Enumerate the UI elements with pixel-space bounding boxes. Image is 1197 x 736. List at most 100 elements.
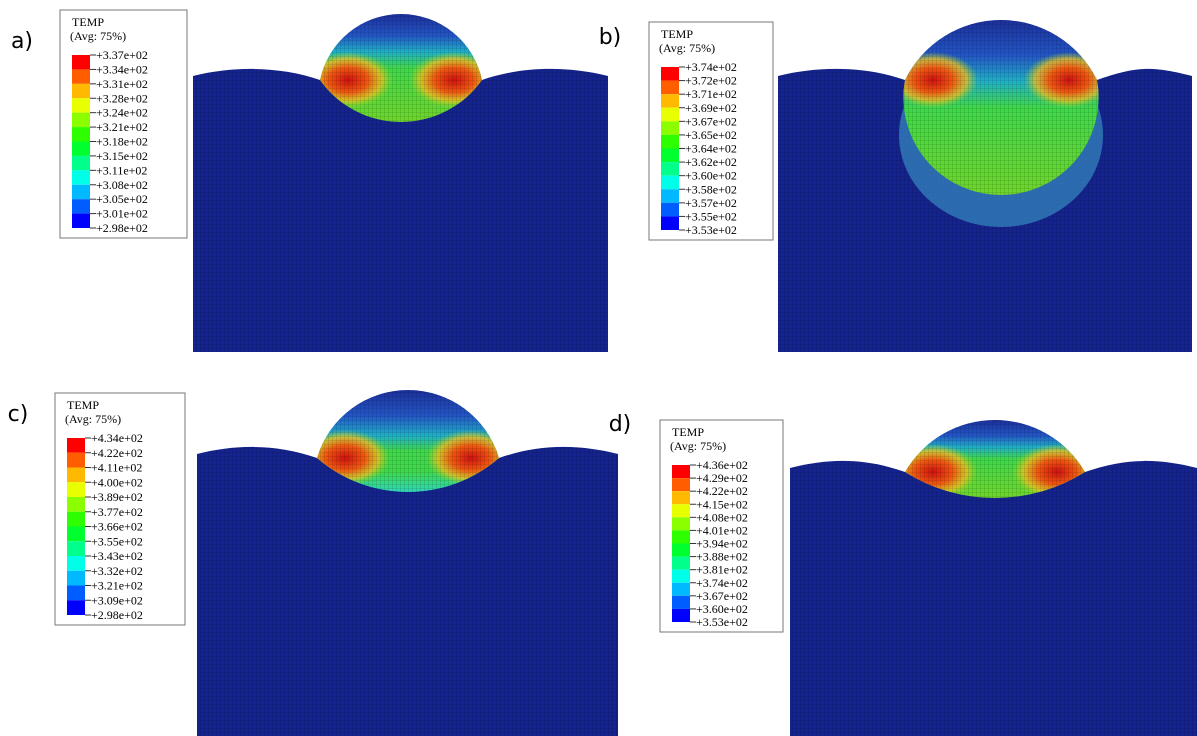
legend-value: +3.77e+02 xyxy=(91,505,143,519)
legend-swatch xyxy=(672,608,690,622)
legend-swatch xyxy=(672,465,690,479)
legend-value: +3.55e+02 xyxy=(91,534,143,548)
legend-value: +3.89e+02 xyxy=(91,490,143,504)
legend-swatch xyxy=(672,517,690,531)
legend-swatch xyxy=(67,526,85,542)
legend-value: +3.74e+02 xyxy=(685,60,737,74)
legend-subtitle: (Avg: 75%) xyxy=(670,439,726,453)
legend-swatch xyxy=(67,570,85,586)
legend-swatch xyxy=(672,478,690,492)
legend-value: +4.34e+02 xyxy=(91,431,143,445)
legend-value: +4.15e+02 xyxy=(696,497,748,511)
legend-swatch xyxy=(67,556,85,571)
legend-value: +2.98e+02 xyxy=(96,221,148,235)
legend-subtitle: (Avg: 75%) xyxy=(70,29,126,43)
legend-value: +2.98e+02 xyxy=(91,608,143,622)
legend-swatch xyxy=(67,452,85,468)
legend-swatch xyxy=(72,155,90,171)
legend-value: +4.29e+02 xyxy=(696,471,748,485)
legend-value: +4.11e+02 xyxy=(91,461,142,475)
legend-swatch xyxy=(67,438,85,453)
legend-value: +3.72e+02 xyxy=(685,74,737,88)
legend-swatch xyxy=(72,83,90,99)
legend-swatch xyxy=(661,189,679,203)
bead-mesh xyxy=(320,14,482,122)
legend-swatch xyxy=(661,121,679,135)
legend-value: +3.21e+02 xyxy=(96,120,148,134)
legend-swatch xyxy=(67,467,85,483)
legend-value: +3.24e+02 xyxy=(96,106,148,120)
legend-value: +3.62e+02 xyxy=(685,155,737,169)
panel: d) TEMP(Avg: 75%) +4.36e+02+4.29e+02+4.22e… xyxy=(609,412,1197,736)
legend-value: +4.00e+02 xyxy=(91,475,143,489)
legend-value: +4.36e+02 xyxy=(696,458,748,472)
legend-swatch xyxy=(672,504,690,518)
legend-swatch xyxy=(661,107,679,122)
legend-swatch xyxy=(67,585,85,601)
panel: c) TEMP(Avg: 75%) +4.34e+02+4.22e+02+4.11e… xyxy=(8,389,618,736)
legend-swatch xyxy=(661,94,679,108)
base-mesh xyxy=(790,460,1197,736)
legend-swatch xyxy=(672,491,690,505)
legend-value: +3.60e+02 xyxy=(696,602,748,616)
panel: b) TEMP(Avg: 75%) +3.74e+02+3.72e+02+3.71e… xyxy=(599,20,1192,353)
legend-value: +3.74e+02 xyxy=(696,576,748,590)
legend-subtitle: (Avg: 75%) xyxy=(659,41,715,55)
panel-label: d) xyxy=(609,412,632,437)
legend-title: TEMP xyxy=(672,425,704,439)
legend-value: +4.08e+02 xyxy=(696,510,748,524)
legend-swatch xyxy=(672,530,690,544)
legend-swatch xyxy=(67,511,85,527)
legend-value: +3.28e+02 xyxy=(96,91,148,105)
legend-swatch xyxy=(72,184,90,200)
legend-value: +3.09e+02 xyxy=(91,593,143,607)
legend-value: +3.37e+02 xyxy=(96,48,148,62)
legend-subtitle: (Avg: 75%) xyxy=(65,412,121,426)
legend-value: +3.81e+02 xyxy=(696,563,748,577)
legend-swatch xyxy=(72,141,90,156)
legend-swatch xyxy=(661,216,679,230)
legend-value: +3.60e+02 xyxy=(685,169,737,183)
legend-value: +4.22e+02 xyxy=(696,484,748,498)
legend-swatch xyxy=(661,175,679,190)
legend-swatch xyxy=(67,600,85,615)
legend-title: TEMP xyxy=(661,27,693,41)
legend-value: +3.32e+02 xyxy=(91,564,143,578)
base-mesh xyxy=(197,446,618,736)
bead-mesh xyxy=(317,389,499,492)
legend-swatch xyxy=(72,127,90,142)
legend-swatch xyxy=(67,497,85,512)
legend-value: +3.01e+02 xyxy=(96,207,148,221)
legend-value: +3.64e+02 xyxy=(685,142,737,156)
legend-value: +3.66e+02 xyxy=(91,520,143,534)
legend-swatch xyxy=(672,543,690,557)
bead-mesh xyxy=(903,20,1099,195)
legend-swatch xyxy=(661,162,679,176)
legend-swatch xyxy=(72,112,90,128)
legend-swatch xyxy=(661,134,679,149)
legend-swatch xyxy=(72,213,90,228)
legend-swatch xyxy=(672,556,690,570)
legend-value: +3.05e+02 xyxy=(96,192,148,206)
legend-swatch xyxy=(67,541,85,556)
legend-value: +3.69e+02 xyxy=(685,101,737,115)
legend-swatch xyxy=(672,595,690,609)
legend-value: +3.67e+02 xyxy=(696,589,748,603)
legend-swatch xyxy=(661,202,679,217)
legend-value: +3.18e+02 xyxy=(96,135,148,149)
legend-value: +3.08e+02 xyxy=(96,178,148,192)
legend-swatch xyxy=(67,482,85,497)
legend-swatch xyxy=(72,55,90,70)
legend-value: +3.53e+02 xyxy=(685,223,737,237)
legend-value: +3.43e+02 xyxy=(91,549,143,563)
legend-swatch xyxy=(72,98,90,113)
legend-value: +3.58e+02 xyxy=(685,182,737,196)
legend-value: +4.01e+02 xyxy=(696,523,748,537)
panel-label: b) xyxy=(599,25,622,50)
legend-swatch xyxy=(672,569,690,583)
base-mesh xyxy=(193,68,608,353)
legend-value: +3.55e+02 xyxy=(685,209,737,223)
legend-value: +3.15e+02 xyxy=(96,149,148,163)
legend-value: +3.88e+02 xyxy=(696,550,748,564)
